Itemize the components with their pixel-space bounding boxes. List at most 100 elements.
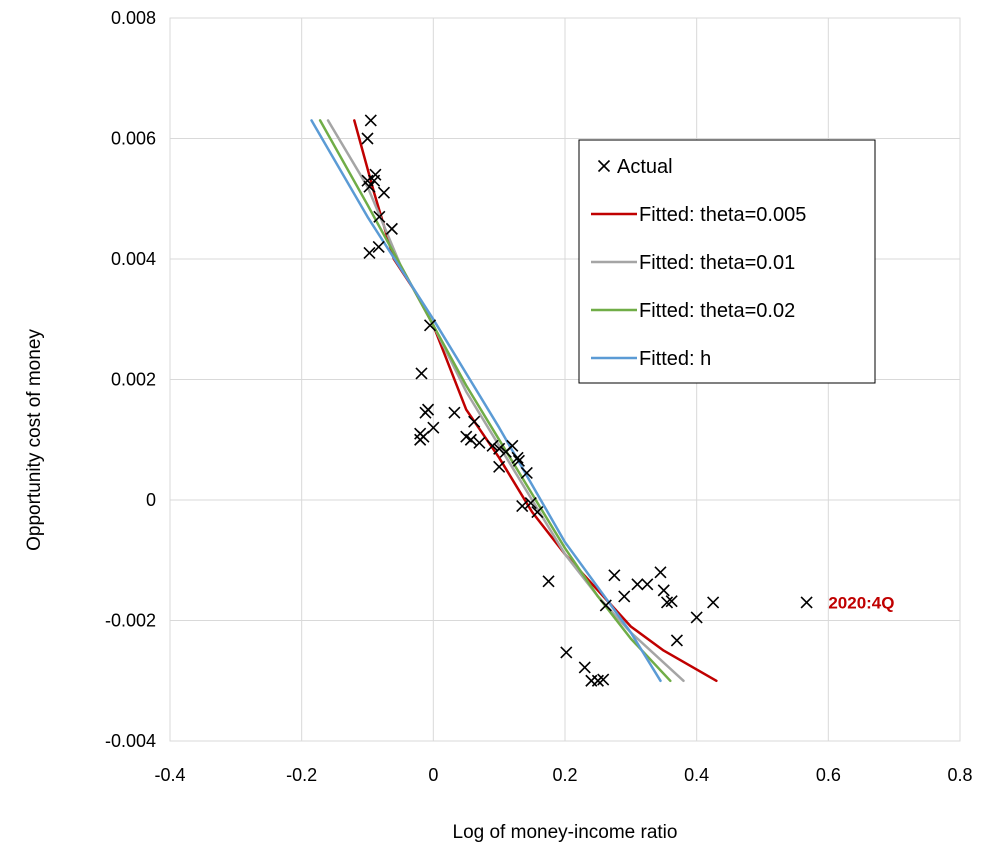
marker-stroke [597,673,610,686]
x-tick-label: -0.4 [154,765,185,785]
series-line-3 [318,119,672,683]
marker-stroke [422,403,435,416]
legend-marker [597,159,611,173]
data-point [493,460,506,473]
marker-stroke [618,590,631,603]
x-tick-label: 0.6 [816,765,841,785]
data-point [372,240,385,254]
marker-stroke [657,584,670,597]
marker-stroke [800,596,813,609]
y-tick-label: 0.002 [111,370,156,390]
marker-stroke [415,367,428,380]
marker-stroke [641,578,654,591]
marker-stroke [372,240,385,254]
data-point [512,454,525,467]
data-point [473,436,486,449]
data-point [660,596,674,609]
data-point [531,505,544,519]
marker-stroke [654,566,667,579]
marker-stroke [493,460,506,473]
data-point [385,222,398,235]
marker-stroke [385,222,398,235]
legend-label: Fitted: theta=0.02 [639,300,795,322]
data-point [511,451,524,464]
legend-label: Fitted: theta=0.01 [639,252,795,274]
data-point [464,433,477,446]
data-point [486,439,499,452]
marker-stroke [448,406,461,419]
marker-stroke [631,578,644,591]
data-point [493,442,506,455]
marker-stroke [473,436,486,449]
data-point [520,466,533,479]
x-tick-label: 0.4 [684,765,709,785]
marker-stroke [660,596,674,609]
y-tick-label: -0.002 [105,611,156,631]
data-point [364,114,377,127]
series-group [310,114,813,687]
marker-stroke [364,114,377,127]
marker-stroke [511,451,524,464]
annotations: 2020:4Q [828,593,894,612]
data-point [670,634,683,647]
data-point [707,596,720,609]
series-line-4 [310,119,662,683]
plot-border [169,17,961,742]
data-point [427,421,440,434]
marker-stroke [464,433,477,446]
data-point [578,661,591,674]
marker-stroke [524,496,537,510]
marker-stroke [670,634,683,647]
x-tick-label: 0 [428,765,438,785]
data-point [468,415,481,428]
data-point [618,590,631,603]
marker-stroke [373,210,386,223]
marker-stroke [363,246,376,260]
legend: Actual Fitted: theta=0.005 Fitted: theta=0… [578,139,876,384]
marker-stroke [361,132,374,145]
marker-stroke [665,595,678,608]
data-point [641,578,654,591]
x-axis-title: Log of money-income ratio [453,822,678,843]
marker-stroke [368,174,381,187]
marker-stroke [493,442,506,455]
data-point [422,403,435,416]
data-point [516,499,529,513]
data-point [363,246,376,260]
marker-stroke [512,454,525,467]
x-tick-label: 0.2 [552,765,577,785]
marker-stroke [578,661,591,674]
data-point [657,584,670,597]
tick-labels: -0.4 -0.2 0 0.2 0.4 0.6 0.8 0.008 0.006 0.004 0.00… [105,8,973,785]
marker-stroke [707,596,720,609]
marker-stroke [608,569,621,582]
data-point [608,569,621,582]
data-point [377,186,391,199]
legend-label: Fitted: h [639,348,711,370]
marker-stroke [690,611,703,624]
annotation-label: 2020:4Q [828,593,894,612]
plot-area [169,17,961,742]
data-point [361,132,374,145]
data-point [560,646,573,659]
marker-stroke [423,319,437,332]
data-point [363,180,376,193]
data-point [800,596,813,609]
marker-stroke [520,466,533,479]
marker-stroke [377,186,391,199]
x-tick-label: 0.8 [947,765,972,785]
data-point [690,611,703,624]
marker-stroke [417,430,430,443]
data-point [423,319,437,332]
marker-stroke [427,421,440,434]
data-point [597,673,610,686]
data-point [654,566,667,579]
marker-stroke [506,439,519,452]
data-point [506,439,519,452]
data-point [599,599,612,612]
data-point [631,578,644,591]
data-point [524,496,537,510]
data-point [368,174,381,187]
data-point [415,367,428,380]
